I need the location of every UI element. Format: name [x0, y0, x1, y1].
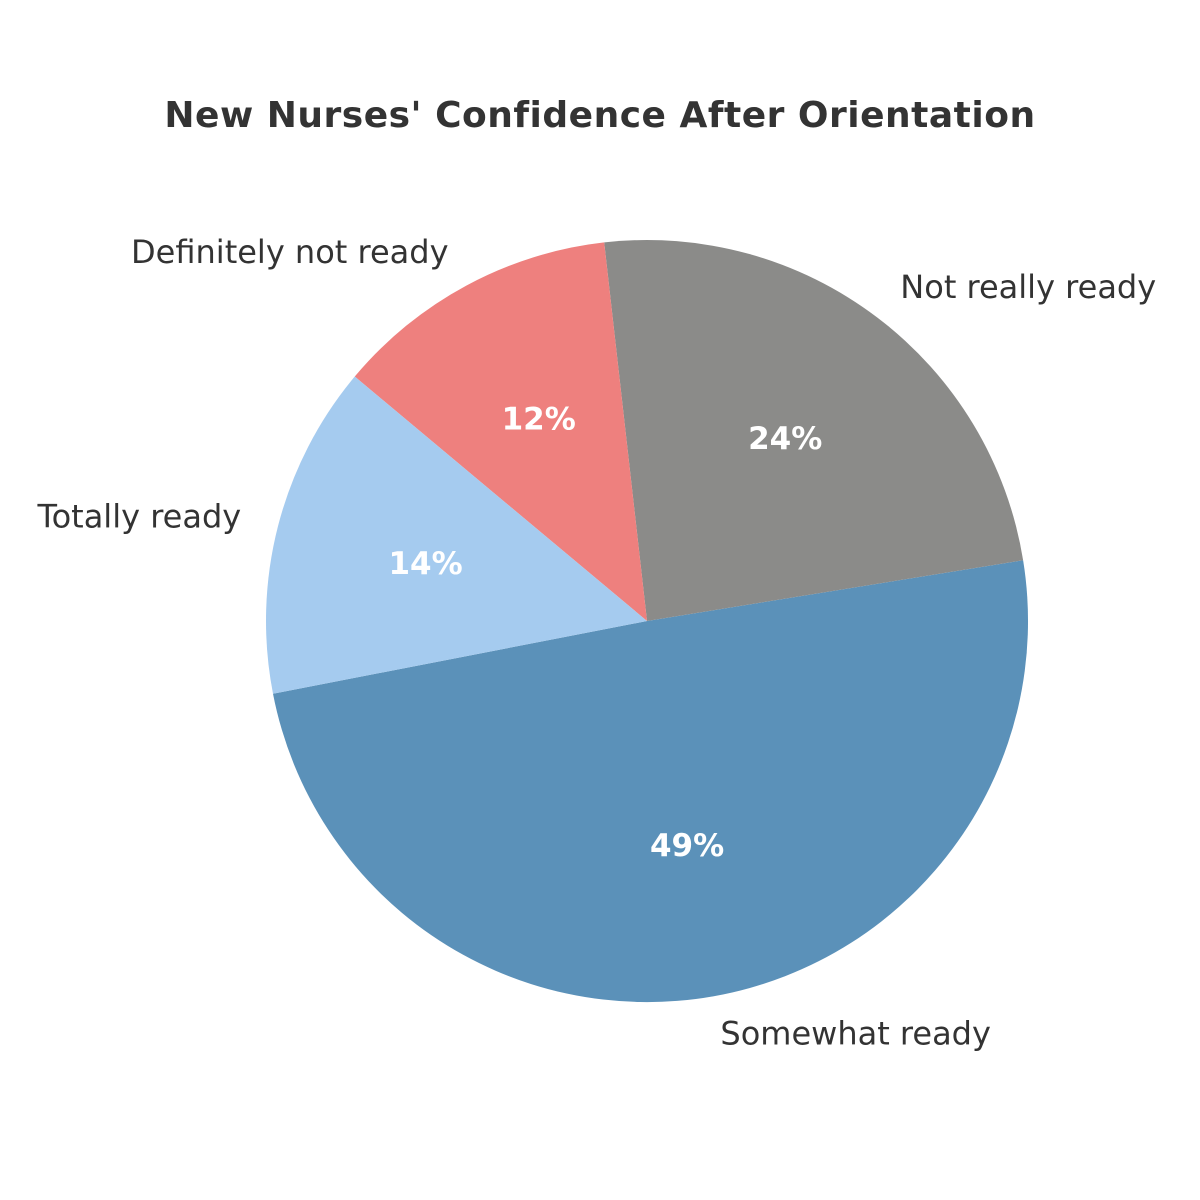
slice-pct-label-totally-ready: 14%: [388, 546, 462, 582]
slice-pct-label-not-really-ready: 24%: [748, 421, 822, 457]
pie-slice-totally-ready: [265, 376, 647, 694]
pie-slice-definitely-not-ready: [354, 242, 647, 622]
chart-title: New Nurses' Confidence After Orientation: [164, 95, 1036, 136]
slice-label-totally-ready: Totally ready: [36, 497, 241, 535]
pie-slice-not-really-ready: [604, 240, 1024, 621]
slice-pct-label-somewhat-ready: 49%: [650, 828, 724, 864]
slice-pct-label-definitely-not-ready: 12%: [502, 402, 576, 438]
slice-label-not-really-ready: Not really ready: [900, 268, 1156, 306]
pie-slice-somewhat-ready: [273, 560, 1029, 1003]
slice-label-somewhat-ready: Somewhat ready: [720, 1015, 991, 1053]
slice-label-definitely-not-ready: Definitely not ready: [131, 233, 448, 271]
